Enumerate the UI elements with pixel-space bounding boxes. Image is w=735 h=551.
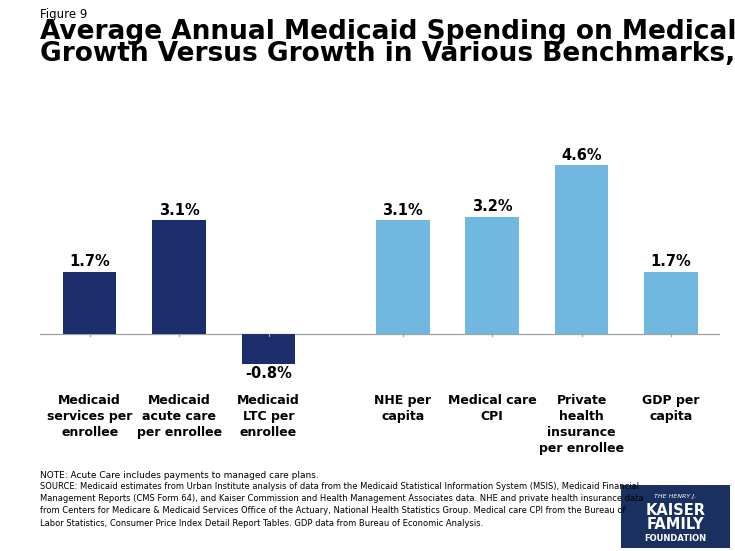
Text: Average Annual Medicaid Spending on Medical Services: Average Annual Medicaid Spending on Medi… [40,19,735,45]
Bar [645,272,698,334]
Text: Medicaid
acute care
per enrollee: Medicaid acute care per enrollee [137,394,222,439]
Text: 3.1%: 3.1% [159,203,199,218]
Bar [376,220,429,334]
Text: Medicaid
services per
enrollee: Medicaid services per enrollee [47,394,132,439]
Text: NOTE: Acute Care includes payments to managed care plans.: NOTE: Acute Care includes payments to ma… [40,471,319,480]
Text: FOUNDATION: FOUNDATION [645,534,706,543]
Text: 3.1%: 3.1% [382,203,423,218]
Text: Private
health
insurance
per enrollee: Private health insurance per enrollee [539,394,624,455]
Bar [465,217,519,334]
Text: 1.7%: 1.7% [69,254,110,269]
Text: 1.7%: 1.7% [650,254,692,269]
Text: 4.6%: 4.6% [562,148,602,163]
Text: SOURCE: Medicaid estimates from Urban Institute analysis of data from the Medica: SOURCE: Medicaid estimates from Urban In… [40,482,644,527]
Text: Figure 9: Figure 9 [40,8,87,21]
Text: THE HENRY J.: THE HENRY J. [654,494,697,499]
Text: Medical care
CPI: Medical care CPI [448,394,537,423]
Bar [555,165,609,334]
Bar [242,334,295,364]
Text: 3.2%: 3.2% [472,199,512,214]
Text: Growth Versus Growth in Various Benchmarks, 2007-2013: Growth Versus Growth in Various Benchmar… [40,41,735,67]
Text: -0.8%: -0.8% [245,366,292,381]
Text: NHE per
capita: NHE per capita [374,394,431,423]
Text: FAMILY: FAMILY [647,517,704,532]
Bar [152,220,206,334]
Text: Medicaid
LTC per
enrollee: Medicaid LTC per enrollee [237,394,300,439]
Text: GDP per
capita: GDP per capita [642,394,700,423]
Bar [62,272,116,334]
Text: KAISER: KAISER [645,503,706,518]
